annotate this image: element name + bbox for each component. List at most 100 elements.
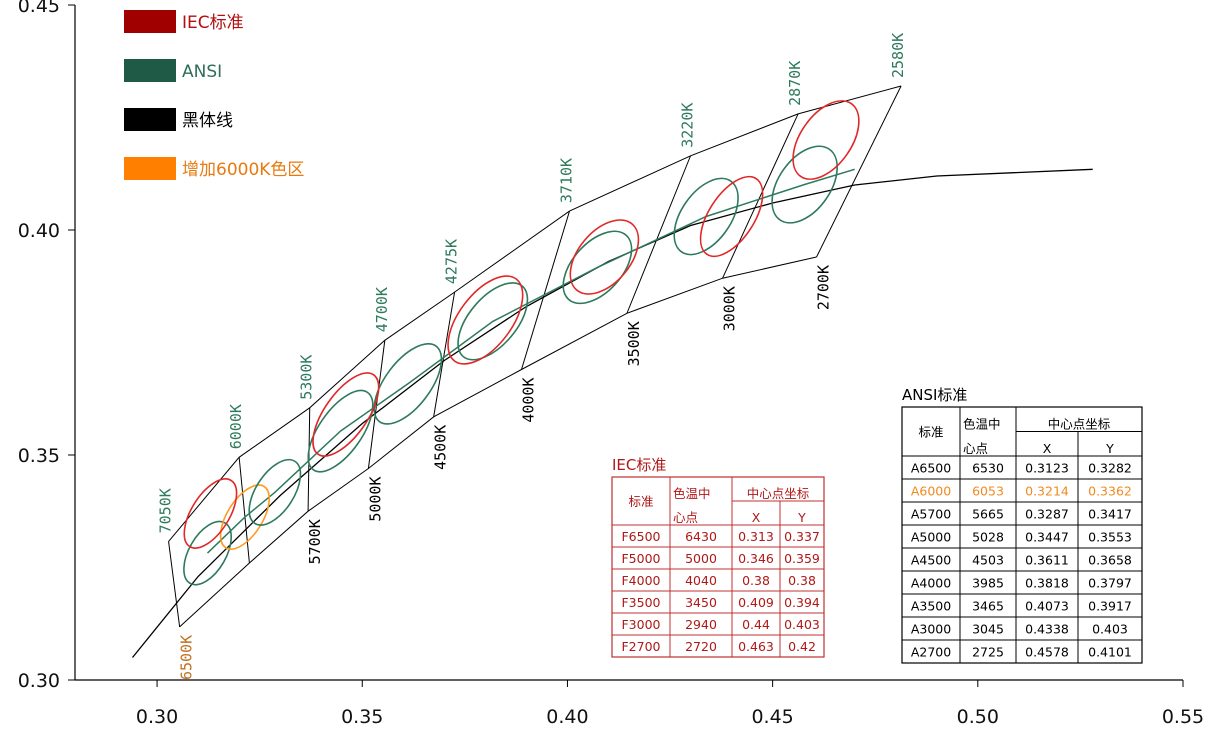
cct-label-bottom: 3500K — [625, 321, 643, 366]
ansi-table-cell: A5000 — [911, 530, 951, 545]
iec-table-cell: 6430 — [685, 529, 717, 544]
curves — [131, 168, 1093, 658]
ansi-table-cell: A5700 — [911, 507, 951, 522]
isotherm-line — [816, 85, 902, 258]
cct-label-bottom: 5000K — [366, 477, 384, 522]
isotherm-line — [722, 113, 799, 279]
ansi-table-cell: 0.3611 — [1025, 553, 1069, 568]
ansi-table-cell: 0.4073 — [1025, 599, 1069, 614]
iec-table-cell: 0.409 — [738, 595, 774, 610]
ansi-ellipse-a4500 — [373, 343, 443, 425]
cct-label-top: 5300K — [298, 355, 316, 400]
iec-table-cell: 0.463 — [738, 639, 774, 654]
cct-label-top: 2580K — [889, 33, 907, 78]
ansi-table-cell: 0.3362 — [1088, 484, 1132, 499]
ansi-table-title: ANSI标准 — [902, 386, 967, 404]
ansi-table-cell: 0.3553 — [1088, 530, 1132, 545]
blackbody-locus — [131, 168, 1093, 658]
ansi-table-cell: 0.3214 — [1025, 484, 1069, 499]
cct-label-top: 4700K — [373, 287, 391, 332]
iec-table-header: 标准 — [628, 494, 653, 509]
iec-table-cell: 2720 — [685, 639, 717, 654]
legend-label: 增加6000K色区 — [182, 160, 304, 180]
iec-table-subheader: X — [752, 510, 761, 525]
cct-label-bottom: 6500K — [178, 635, 196, 680]
iec-table-title: IEC标准 — [612, 456, 666, 474]
x-tick-label: 0.55 — [1162, 706, 1204, 728]
ansi-table-cell: A4000 — [911, 576, 951, 591]
axes: 0.30 0.35 0.40 0.45 0.50 0.55 0.30 0.35 0.40 0.45 — [18, 0, 1204, 728]
y-tick-label: 0.40 — [18, 220, 60, 242]
x-tick-label: 0.30 — [136, 706, 178, 728]
ansi-table-cell: 4503 — [972, 553, 1004, 568]
legend-swatch — [124, 157, 176, 180]
cct-label-top: 6000K — [227, 404, 245, 449]
ansi-ellipse-a3500 — [562, 230, 633, 305]
ansi-ellipse-a5000 — [307, 389, 374, 473]
ansi-table-cell: 0.403 — [1092, 622, 1128, 637]
ansi-quadrangles — [168, 85, 902, 628]
cct-label-bottom: 4000K — [519, 378, 537, 423]
ansi-table-cell: 0.3282 — [1088, 461, 1132, 476]
cct-label-top: 4275K — [443, 239, 461, 284]
ansi-table-header: 中心点坐标 — [1048, 417, 1111, 432]
iec-table-cell: F6500 — [621, 529, 660, 544]
isotherm-line — [433, 292, 456, 417]
ansi-table-cell: 0.4338 — [1025, 622, 1069, 637]
iec-table-cell: 2940 — [685, 617, 717, 632]
ansi-table-cell: A4500 — [911, 553, 951, 568]
ansi-table-cell: A3500 — [911, 599, 951, 614]
ansi-table-cell: 0.3447 — [1025, 530, 1069, 545]
y-tick-label: 0.35 — [18, 445, 60, 467]
ansi-table-cell: 0.3658 — [1088, 553, 1132, 568]
ansi-table-border — [901, 406, 1143, 664]
legend-swatch — [124, 59, 176, 82]
iec-ellipse-f5000 — [312, 372, 380, 457]
iec-table-cell: 4040 — [685, 573, 717, 588]
isotherm-line — [168, 541, 181, 627]
iec-table-cell: 5000 — [685, 551, 717, 566]
ansi-ellipse-a4000 — [457, 282, 529, 361]
ansi-table-cell: 3045 — [972, 622, 1004, 637]
x-tick-label: 0.40 — [546, 706, 588, 728]
cct-label-top: 2870K — [786, 61, 804, 106]
iec-table-cell: 0.359 — [784, 551, 820, 566]
isotherm-line — [238, 457, 250, 564]
iec-table-cell: 0.42 — [788, 639, 816, 654]
iec-ellipse-f3000 — [699, 175, 764, 258]
iec-table-border — [611, 476, 825, 658]
cct-label-bottom: 2700K — [815, 265, 833, 310]
iec-table-cell: 0.346 — [738, 551, 774, 566]
ansi-ellipse-a2700 — [771, 145, 838, 224]
ansi-table-cell: 2725 — [972, 645, 1004, 660]
ansi-table-cell: 0.3797 — [1088, 576, 1132, 591]
ansi-table-header: 心点 — [963, 441, 988, 456]
ansi-ellipse-a5700 — [248, 458, 302, 526]
x-tick-label: 0.35 — [341, 706, 383, 728]
lower-boundary-line — [179, 256, 817, 628]
ansi-table-cell: 0.3818 — [1025, 576, 1069, 591]
upper-boundary-line — [168, 85, 902, 542]
legend-label: ANSI — [182, 62, 222, 82]
cct-label-top: 3710K — [557, 158, 575, 203]
legend-label: IEC标准 — [182, 13, 244, 33]
ansi-table-cell: A2700 — [911, 645, 951, 660]
ansi-table-cell: 0.3417 — [1088, 507, 1132, 522]
iec-table-header: 色温中 — [673, 486, 711, 501]
ansi-table-cell: 3985 — [972, 576, 1004, 591]
ansi-table-cell: 3465 — [972, 599, 1004, 614]
ansi-table-cell: 5665 — [972, 507, 1004, 522]
iec-table-cell: 0.403 — [784, 617, 820, 632]
iec-ellipse-f4000 — [447, 275, 524, 365]
iec-table-cell: 0.38 — [788, 573, 816, 588]
ansi-table-cell: 6053 — [972, 484, 1004, 499]
cct-label-top: 3220K — [679, 103, 697, 148]
legend-swatch — [124, 10, 176, 33]
x-tick-label: 0.45 — [751, 706, 793, 728]
y-tick-label: 0.30 — [18, 670, 60, 692]
cct-label-top: 7050K — [157, 488, 175, 533]
